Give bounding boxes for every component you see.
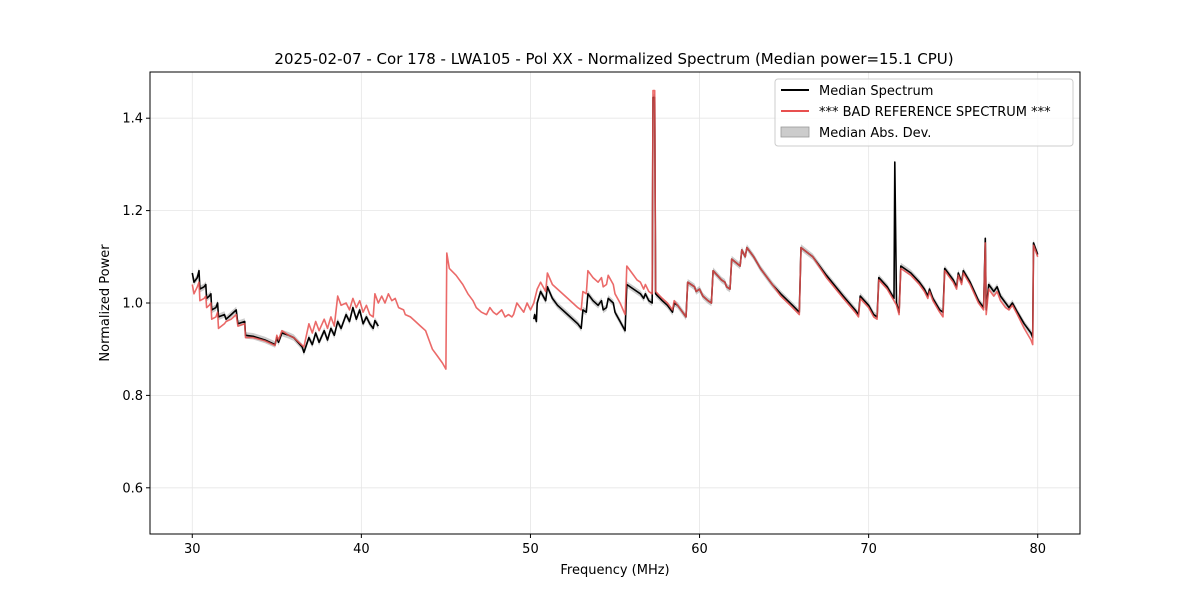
x-axis-ticks: 30 40 50 60 70 80 [184, 534, 1046, 557]
y-axis-ticks: 0.6 0.8 1.0 1.2 1.4 [122, 112, 150, 496]
legend-reference-label: *** BAD REFERENCE SPECTRUM *** [819, 105, 1051, 120]
x-tick-label: 50 [522, 542, 539, 557]
mad-band [192, 267, 379, 356]
x-tick-label: 60 [691, 542, 708, 557]
reference-spectrum-line [191, 89, 1039, 370]
legend-mad-label: Median Abs. Dev. [819, 126, 931, 141]
x-tick-label: 80 [1029, 542, 1046, 557]
reference-spectrum-layer [191, 89, 1039, 370]
legend-median-label: Median Spectrum [819, 84, 933, 99]
x-tick-label: 70 [860, 542, 877, 557]
y-tick-label: 0.6 [122, 481, 143, 496]
legend-box [774, 78, 1074, 147]
chart-title: 2025-02-07 - Cor 178 - LWA105 - Pol XX -… [274, 50, 953, 68]
legend: Median Spectrum *** BAD REFERENCE SPECTR… [774, 78, 1074, 147]
median-spectrum-line [191, 269, 379, 354]
y-tick-label: 0.8 [122, 389, 143, 404]
y-tick-label: 1.0 [122, 297, 143, 312]
x-tick-label: 40 [353, 542, 370, 557]
x-axis-label: Frequency (MHz) [560, 563, 669, 578]
x-tick-label: 30 [184, 542, 201, 557]
y-tick-label: 1.4 [122, 112, 143, 127]
y-tick-label: 1.2 [122, 204, 143, 219]
legend-mad-swatch [780, 126, 810, 138]
y-axis-label: Normalized Power [98, 244, 113, 362]
